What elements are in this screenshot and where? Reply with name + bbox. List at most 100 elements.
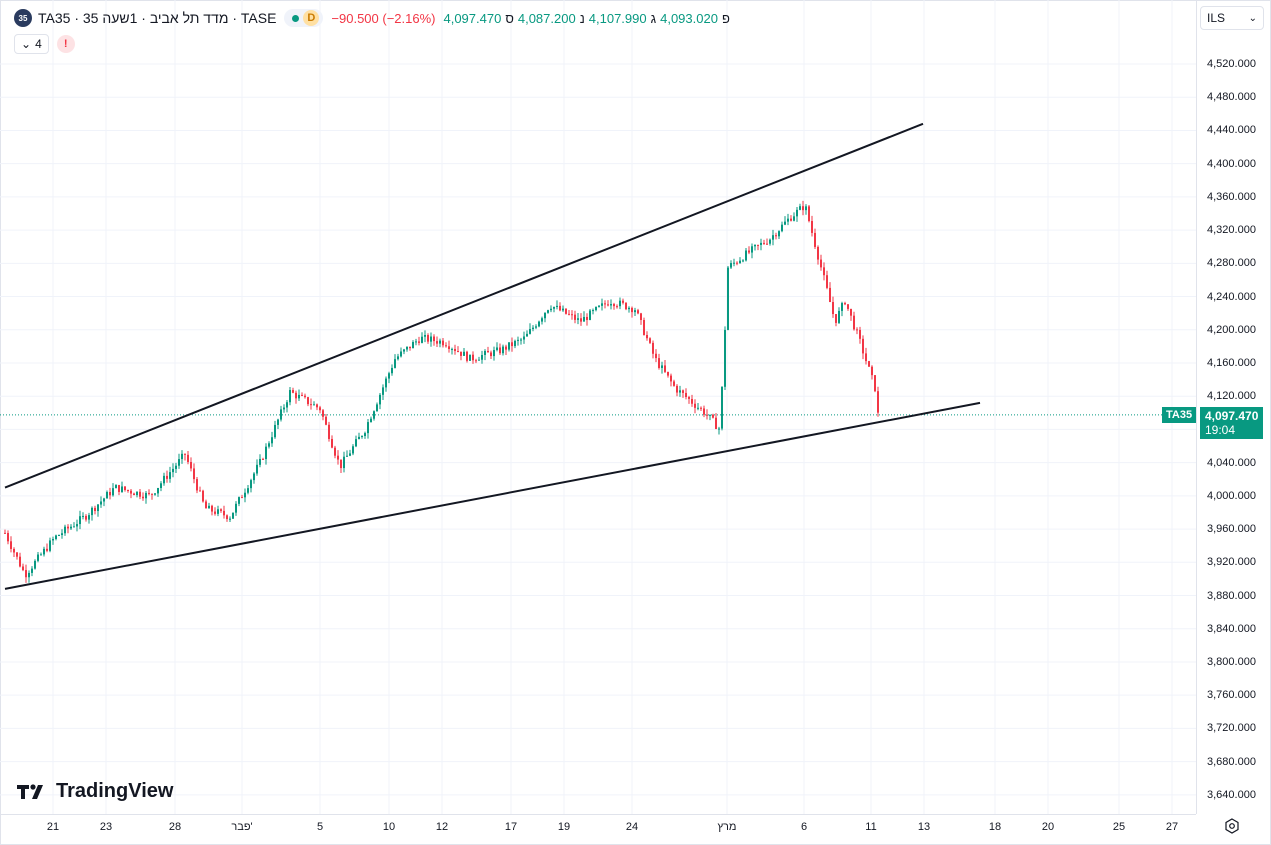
candle-body bbox=[382, 387, 384, 395]
candle-body bbox=[514, 340, 516, 347]
candle-body bbox=[460, 351, 462, 356]
candle-body bbox=[379, 394, 381, 405]
time-axis[interactable]: 21 23 28 פבר' 5 10 12 17 19 24 מרץ 6 11 13 18 20 25 27 bbox=[0, 814, 1196, 845]
candle-body bbox=[688, 396, 690, 399]
candle-body bbox=[82, 515, 84, 517]
symbol-title[interactable]: TA35 · 35 מדד תל אביב · 1שעה · TASE bbox=[38, 10, 277, 26]
time-tick-label: 11 bbox=[865, 821, 877, 833]
candle-body bbox=[184, 453, 186, 455]
candle-body bbox=[13, 548, 15, 553]
price-axis[interactable]: 4,520.000 4,480.000 4,440.000 4,400.000 4,36… bbox=[1196, 0, 1271, 814]
candle-body bbox=[34, 560, 36, 569]
candle-body bbox=[208, 505, 210, 509]
candle-body bbox=[58, 535, 60, 537]
candle-body bbox=[91, 507, 93, 516]
candle-body bbox=[112, 488, 114, 496]
time-tick-label: 13 bbox=[917, 821, 931, 833]
candle-body bbox=[454, 348, 456, 352]
candle-body bbox=[211, 505, 213, 512]
price-tick-label: 4,200.000 bbox=[1207, 323, 1256, 336]
candle-body bbox=[598, 305, 600, 307]
close-label: ס bbox=[505, 10, 514, 26]
candle-body bbox=[736, 262, 738, 264]
candle-body bbox=[292, 390, 294, 393]
candle-body bbox=[835, 314, 837, 323]
candle-body bbox=[763, 242, 765, 244]
candle-body bbox=[721, 386, 723, 429]
candle-body bbox=[463, 351, 465, 356]
candle-body bbox=[790, 218, 792, 221]
candle-body bbox=[373, 411, 375, 419]
candle-body bbox=[226, 515, 228, 520]
symbol-badge[interactable]: 35 bbox=[14, 9, 32, 27]
last-price-tag: 4,097.470 19:04 bbox=[1200, 406, 1263, 439]
currency-select[interactable]: ILS ⌄ bbox=[1200, 6, 1264, 30]
candle-body bbox=[166, 475, 168, 479]
candle-body bbox=[283, 407, 285, 410]
candle-body bbox=[55, 535, 57, 540]
candle-body bbox=[493, 350, 495, 357]
candle-body bbox=[223, 510, 225, 516]
tradingview-watermark[interactable]: TradingView bbox=[16, 780, 173, 803]
time-tick-label: 6 bbox=[800, 821, 808, 833]
candle-body bbox=[718, 428, 720, 430]
candle-body bbox=[697, 407, 699, 409]
candle-body bbox=[862, 338, 864, 354]
price-tick-label: 3,640.000 bbox=[1207, 788, 1256, 801]
candle-body bbox=[682, 390, 684, 393]
candle-body bbox=[556, 305, 558, 307]
candle-body bbox=[289, 390, 291, 403]
candle-body bbox=[40, 554, 42, 556]
candle-body bbox=[472, 354, 474, 361]
alert-badge[interactable]: ! bbox=[56, 35, 75, 53]
time-tick-label: 18 bbox=[988, 821, 1002, 833]
candle-body bbox=[265, 446, 267, 460]
candle-body bbox=[121, 486, 123, 492]
time-tick-label: 19 bbox=[557, 821, 571, 833]
candle-body bbox=[181, 453, 183, 460]
candle-body bbox=[535, 326, 537, 328]
candle-body bbox=[541, 318, 543, 322]
candle-body bbox=[220, 509, 222, 511]
candle-body bbox=[451, 348, 453, 350]
lower-trendline bbox=[4, 401, 981, 590]
candle-body bbox=[712, 414, 714, 418]
chart-canvas[interactable] bbox=[0, 0, 1196, 814]
candle-body bbox=[19, 556, 21, 567]
candle-body bbox=[601, 303, 603, 306]
candle-body bbox=[787, 218, 789, 222]
time-tick-label: 20 bbox=[1041, 821, 1055, 833]
settings-gear-icon[interactable] bbox=[1224, 818, 1240, 834]
indicators-toggle-button[interactable]: ⌄ 4 bbox=[14, 34, 49, 54]
watermark-text: TradingView bbox=[56, 780, 174, 802]
candle-body bbox=[238, 497, 240, 504]
candle-body bbox=[154, 493, 156, 495]
candle-body bbox=[115, 485, 117, 489]
candle-body bbox=[622, 300, 624, 303]
candle-body bbox=[73, 526, 75, 528]
price-tick-label: 4,440.000 bbox=[1207, 124, 1256, 137]
time-tick-label: 24 bbox=[625, 821, 639, 833]
time-tick-label: 17 bbox=[504, 821, 518, 833]
candle-body bbox=[469, 354, 471, 361]
candle-body bbox=[628, 307, 630, 310]
candle-body bbox=[724, 329, 726, 387]
chevron-down-icon: ⌄ bbox=[21, 37, 32, 51]
plot-area[interactable] bbox=[0, 0, 1196, 814]
ohlc-values: 4,097.470 ס 4,087.200 נ 4,107.990 ג 4,093.0… bbox=[443, 11, 729, 26]
legend-row: 35 TA35 · 35 מדד תל אביב · 1שעה · TASE D… bbox=[14, 8, 730, 28]
candle-body bbox=[655, 353, 657, 359]
candle-body bbox=[445, 345, 447, 347]
market-status-pill[interactable]: D bbox=[284, 9, 324, 27]
candle-body bbox=[16, 552, 18, 557]
candle-body bbox=[169, 472, 171, 479]
candle-body bbox=[496, 347, 498, 351]
low-label: נ bbox=[579, 10, 585, 26]
price-tick-label: 3,840.000 bbox=[1207, 622, 1256, 635]
candle-body bbox=[4, 532, 6, 534]
candle-body bbox=[352, 446, 354, 454]
candle-body bbox=[160, 483, 162, 488]
bar-countdown: 19:04 bbox=[1205, 422, 1236, 437]
candle-body bbox=[616, 306, 618, 308]
candle-body bbox=[847, 304, 849, 309]
